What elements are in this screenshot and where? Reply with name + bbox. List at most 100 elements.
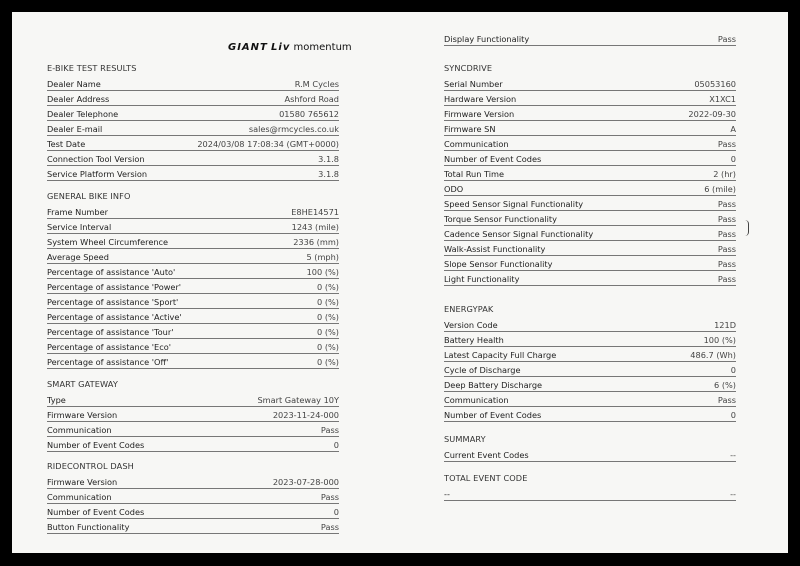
field-row: Total Run Time 2 (hr)	[444, 166, 736, 181]
field-row: Version Code 121D	[444, 317, 736, 332]
field-label: Firmware Version	[444, 109, 515, 119]
field-value: 0	[730, 154, 736, 164]
field-value: Pass	[717, 34, 736, 44]
field-row: Light Functionality Pass	[444, 271, 736, 286]
field-value: 3.1.8	[318, 154, 339, 164]
field-row: Serial Number 05053160	[444, 76, 736, 91]
field-label: Dealer Telephone	[47, 109, 119, 119]
field-label: Type	[47, 395, 66, 405]
field-label: ODO	[444, 184, 464, 194]
field-value: 05053160	[694, 79, 736, 89]
field-label: Total Run Time	[444, 169, 505, 179]
field-row: Connection Tool Version 3.1.8	[47, 151, 339, 166]
field-row: Service Interval 1243 (mile)	[47, 219, 339, 234]
field-row: Number of Event Codes 0	[444, 151, 736, 166]
field-row: Test Date 2024/03/08 17:08:34 (GMT+0000)	[47, 136, 339, 151]
field-label: Percentage of assistance 'Off'	[47, 357, 169, 367]
field-label: Communication	[444, 395, 509, 405]
field-row: Service Platform Version 3.1.8	[47, 166, 339, 181]
field-label: Version Code	[444, 320, 498, 330]
field-label: --	[444, 489, 450, 499]
field-value: 0	[333, 507, 339, 517]
field-row: Button Functionality Pass	[47, 519, 339, 534]
field-row: Communication Pass	[444, 136, 736, 151]
field-label: Number of Event Codes	[47, 507, 145, 517]
field-value: A	[730, 124, 736, 134]
field-value: Pass	[717, 244, 736, 254]
field-label: Number of Event Codes	[444, 154, 542, 164]
field-value: 01580 765612	[279, 109, 339, 119]
field-value: 6 (mile)	[704, 184, 736, 194]
field-row: Display Functionality Pass	[444, 31, 736, 46]
field-row: Torque Sensor Functionality Pass	[444, 211, 736, 226]
field-value: 0	[730, 365, 736, 375]
field-label: Current Event Codes	[444, 450, 529, 460]
field-value: Pass	[717, 274, 736, 284]
field-value: 121D	[714, 320, 736, 330]
section-syncdrive: SYNCDRIVE Serial Number 05053160 Hardware V…	[444, 61, 736, 286]
section-top: Display Functionality Pass	[444, 31, 736, 46]
field-value: 2023-11-24-000	[272, 410, 339, 420]
field-value: X1XC1	[709, 94, 736, 104]
section-general-bike-info: GENERAL BIKE INFO Frame Number E8HE14571 Se…	[47, 189, 339, 369]
field-label: Dealer Address	[47, 94, 110, 104]
field-value: Pass	[717, 395, 736, 405]
field-label: System Wheel Circumference	[47, 237, 169, 247]
field-label: Average Speed	[47, 252, 109, 262]
field-value: Ashford Road	[284, 94, 339, 104]
field-value: Pass	[717, 229, 736, 239]
field-label: Percentage of assistance 'Auto'	[47, 267, 176, 277]
field-value: Pass	[717, 214, 736, 224]
field-value: 5 (mph)	[306, 252, 339, 262]
field-value: Pass	[320, 492, 339, 502]
field-row: Dealer Name R.M Cycles	[47, 76, 339, 91]
field-row: Percentage of assistance 'Eco' 0 (%)	[47, 339, 339, 354]
section-e-bike-test-results: E-BIKE TEST RESULTS Dealer Name R.M Cycles…	[47, 61, 339, 181]
field-label: Service Interval	[47, 222, 112, 232]
field-value: 2336 (mm)	[293, 237, 339, 247]
field-label: Communication	[47, 425, 112, 435]
field-value: 0 (%)	[317, 342, 339, 352]
field-row: Number of Event Codes 0	[444, 407, 736, 422]
field-value: 0 (%)	[317, 327, 339, 337]
field-row: Battery Health 100 (%)	[444, 332, 736, 347]
section-title: GENERAL BIKE INFO	[47, 191, 131, 201]
field-value: Pass	[717, 139, 736, 149]
field-row: Number of Event Codes 0	[47, 504, 339, 519]
field-row: Slope Sensor Functionality Pass	[444, 256, 736, 271]
field-value: 2023-07-28-000	[272, 477, 339, 487]
field-value: 0 (%)	[317, 312, 339, 322]
field-row: Percentage of assistance 'Sport' 0 (%)	[47, 294, 339, 309]
field-label: Communication	[444, 139, 509, 149]
field-row: Communication Pass	[47, 422, 339, 437]
section-title: SMART GATEWAY	[47, 379, 118, 389]
field-row: Cycle of Discharge 0	[444, 362, 736, 377]
field-value: 6 (%)	[714, 380, 736, 390]
field-label: Hardware Version	[444, 94, 517, 104]
field-label: Service Platform Version	[47, 169, 148, 179]
field-value: sales@rmcycles.co.uk	[248, 124, 339, 134]
field-value: Pass	[320, 425, 339, 435]
field-value: 100 (%)	[306, 267, 339, 277]
field-row: Dealer Address Ashford Road	[47, 91, 339, 106]
field-row: Number of Event Codes 0	[47, 437, 339, 452]
field-row: Firmware Version 2023-07-28-000	[47, 474, 339, 489]
section-title: SUMMARY	[444, 434, 486, 444]
field-label: Firmware SN	[444, 124, 496, 134]
field-row: Percentage of assistance 'Auto' 100 (%)	[47, 264, 339, 279]
field-row: Communication Pass	[444, 392, 736, 407]
field-row: Percentage of assistance 'Power' 0 (%)	[47, 279, 339, 294]
field-label: Dealer E-mail	[47, 124, 103, 134]
field-row: Communication Pass	[47, 489, 339, 504]
field-row: Cadence Sensor Signal Functionality Pass	[444, 226, 736, 241]
field-value: --	[730, 450, 736, 460]
field-row: Type Smart Gateway 10Y	[47, 392, 339, 407]
field-value: 2 (hr)	[713, 169, 736, 179]
field-label: Percentage of assistance 'Sport'	[47, 297, 179, 307]
field-value: 0 (%)	[317, 282, 339, 292]
section-energypak: ENERGYPAK Version Code 121D Battery Health 1…	[444, 302, 736, 422]
field-value: Smart Gateway 10Y	[257, 395, 339, 405]
field-label: Deep Battery Discharge	[444, 380, 543, 390]
field-value: 0 (%)	[317, 357, 339, 367]
brand-logo: GIANT Liv momentum	[228, 42, 352, 53]
